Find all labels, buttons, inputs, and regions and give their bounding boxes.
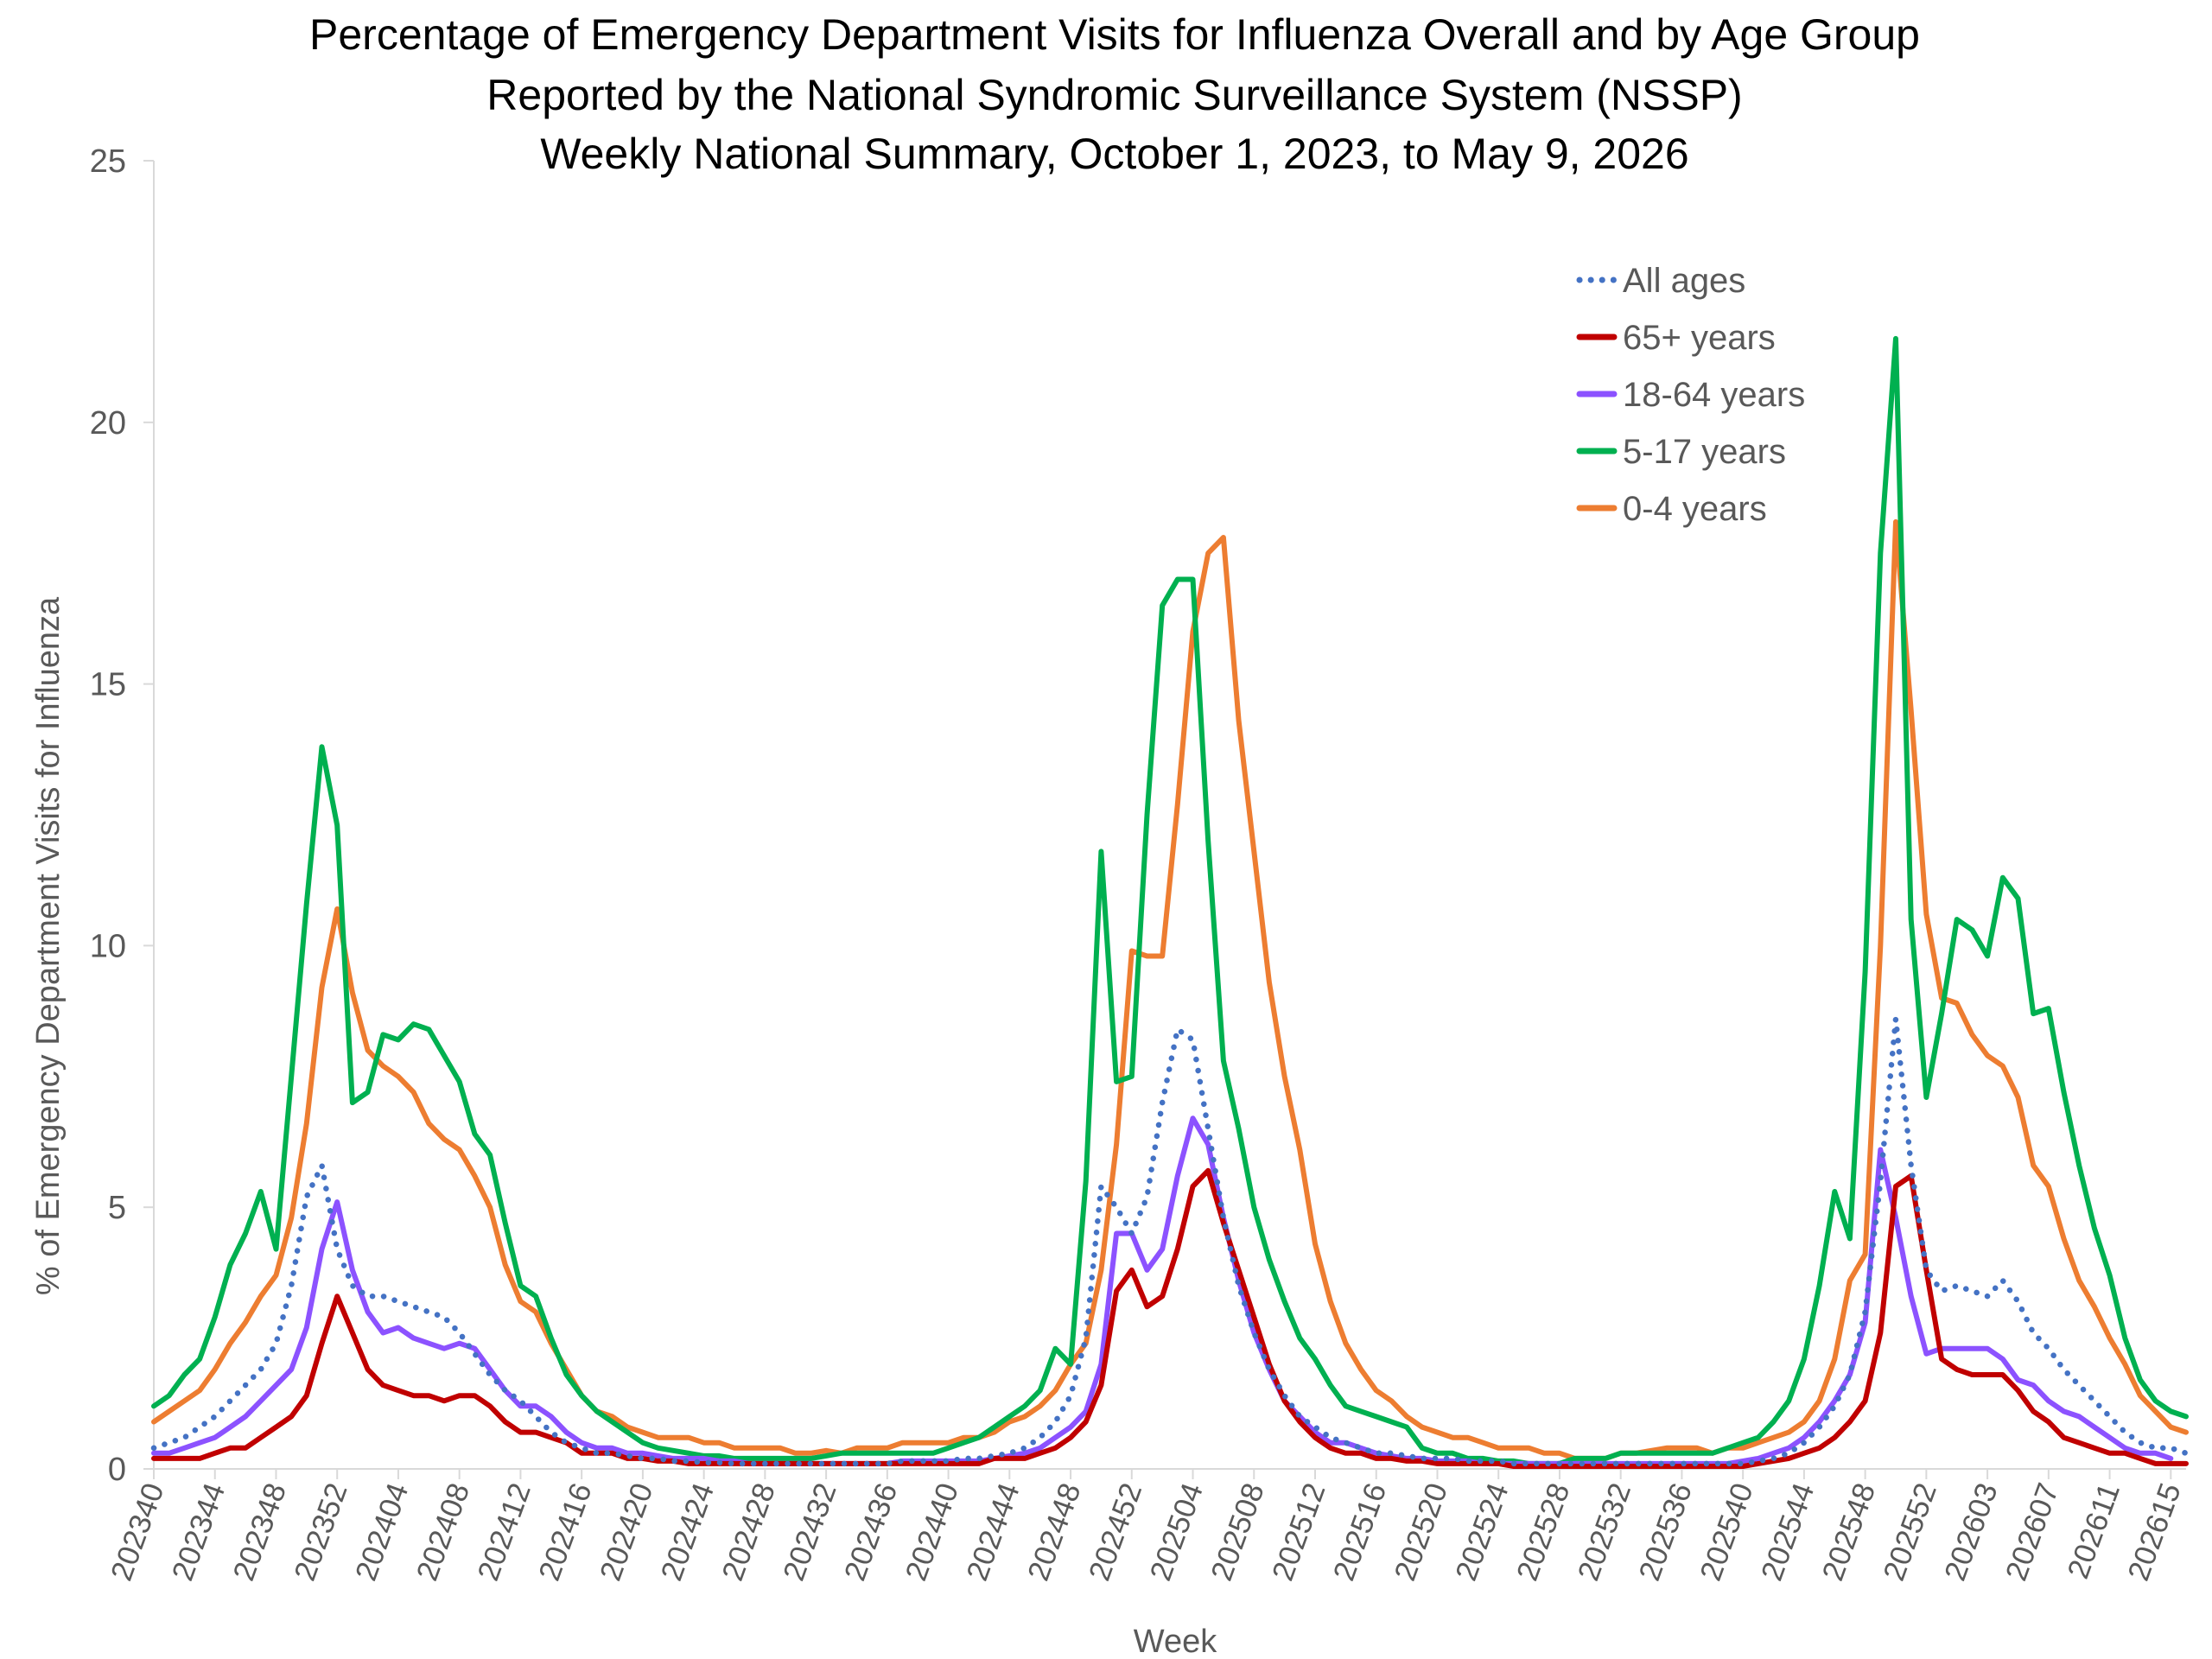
x-tick-label: 202548 bbox=[1816, 1478, 1883, 1585]
y-tick-label: 20 bbox=[90, 405, 126, 442]
x-tick-label: 202432 bbox=[777, 1478, 843, 1585]
series-line-18-64-years bbox=[151, 1116, 2174, 1466]
x-tick-label: 202412 bbox=[471, 1478, 537, 1585]
series-line-0-4-years bbox=[151, 518, 2189, 1461]
x-tick-label: 202428 bbox=[715, 1478, 782, 1585]
title-line-1: Percentage of Emergency Department Visit… bbox=[309, 10, 1920, 59]
x-tick-label: 202512 bbox=[1266, 1478, 1332, 1585]
x-tick-label: 202448 bbox=[1021, 1478, 1088, 1585]
x-tick-label: 202540 bbox=[1694, 1478, 1760, 1585]
x-tick-label: 202420 bbox=[594, 1478, 660, 1585]
x-tick-label: 202424 bbox=[655, 1478, 721, 1585]
x-tick-label: 202552 bbox=[1877, 1478, 1943, 1585]
x-tick-label: 202348 bbox=[226, 1478, 293, 1585]
title-line-2: Reported by the National Syndromic Surve… bbox=[486, 71, 1742, 119]
legend: All ages 65+ years 18-64 years 5-17 years 0-… bbox=[1576, 262, 1805, 528]
y-tick-label: 0 bbox=[108, 1452, 126, 1488]
y-tick-label: 15 bbox=[90, 667, 126, 703]
x-tick-label: 202352 bbox=[288, 1478, 354, 1585]
series-line-all-ages bbox=[150, 1015, 2190, 1467]
legend-label: 5-17 years bbox=[1623, 433, 1786, 471]
x-tick-label: 202607 bbox=[1999, 1478, 2066, 1585]
x-tick-label: 202504 bbox=[1143, 1478, 1210, 1585]
legend-label: 0-4 years bbox=[1623, 490, 1767, 528]
x-tick-label: 202436 bbox=[838, 1478, 905, 1585]
x-tick-label: 202452 bbox=[1083, 1478, 1149, 1585]
x-tick-label: 202615 bbox=[2121, 1478, 2188, 1585]
legend-label: 65+ years bbox=[1623, 319, 1776, 357]
x-tick-label: 202532 bbox=[1572, 1478, 1638, 1585]
x-tick-label: 202544 bbox=[1755, 1478, 1821, 1585]
x-tick-label: 202516 bbox=[1327, 1478, 1394, 1585]
x-tick-label: 202416 bbox=[532, 1478, 599, 1585]
x-axis: 2023402023442023482023522024042024082024… bbox=[105, 1468, 2188, 1585]
x-tick-label: 202528 bbox=[1510, 1478, 1577, 1585]
x-tick-label: 202520 bbox=[1388, 1478, 1454, 1585]
legend-label: All ages bbox=[1623, 262, 1745, 300]
chart-title: Percentage of Emergency Department Visit… bbox=[309, 10, 1920, 178]
x-tick-label: 202404 bbox=[349, 1478, 416, 1585]
x-tick-label: 202440 bbox=[899, 1478, 966, 1585]
x-tick-label: 202408 bbox=[410, 1478, 477, 1585]
y-axis-label: % of Emergency Department Visits for Inf… bbox=[30, 596, 67, 1295]
series-line-65-years bbox=[151, 1167, 2189, 1469]
title-line-3: Weekly National Summary, October 1, 2023… bbox=[540, 130, 1688, 178]
legend-label: 18-64 years bbox=[1623, 376, 1805, 414]
x-tick-label: 202340 bbox=[105, 1478, 171, 1585]
y-axis: 0 5 10 15 20 25 bbox=[90, 143, 155, 1488]
x-tick-label: 202536 bbox=[1632, 1478, 1699, 1585]
series-lines bbox=[150, 335, 2190, 1469]
y-tick-label: 25 bbox=[90, 143, 126, 180]
series-line-5-17-years bbox=[151, 335, 2189, 1466]
x-tick-label: 202508 bbox=[1205, 1478, 1271, 1585]
x-tick-label: 202603 bbox=[1938, 1478, 2005, 1585]
y-tick-label: 10 bbox=[90, 928, 126, 964]
x-tick-label: 202344 bbox=[166, 1478, 232, 1585]
y-tick-label: 5 bbox=[108, 1190, 126, 1226]
x-tick-label: 202524 bbox=[1449, 1478, 1516, 1585]
x-tick-label: 202444 bbox=[960, 1478, 1027, 1585]
x-tick-label: 202611 bbox=[2061, 1478, 2126, 1583]
x-axis-label: Week bbox=[1134, 1624, 1217, 1659]
